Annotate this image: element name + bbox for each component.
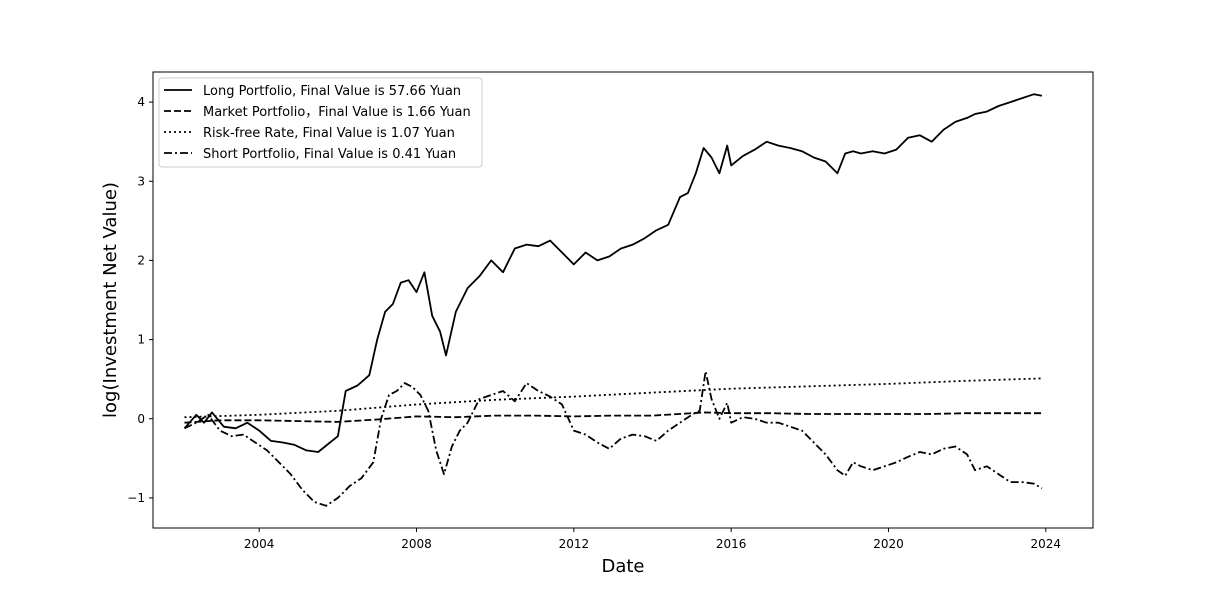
x-tick-label: 2016 (716, 537, 747, 551)
x-tick-label: 2004 (244, 537, 275, 551)
series-line-4 (184, 370, 1043, 507)
legend-label-3: Risk-free Rate, Final Value is 1.07 Yuan (203, 126, 455, 141)
legend: Long Portfolio, Final Value is 57.66 Yua… (158, 77, 483, 168)
series-line-1 (183, 93, 1043, 453)
series-line-3 (184, 377, 1042, 419)
legend-label-1: Long Portfolio, Final Value is 57.66 Yua… (203, 84, 461, 99)
series-line-2 (184, 411, 1042, 424)
legend-box (158, 77, 483, 168)
x-tick-label: 2012 (559, 537, 590, 551)
y-axis-label: log(Investment Net Value) (100, 182, 121, 418)
x-axis-ticks: 2004 2008 2012 2016 2020 2024 (244, 528, 1061, 551)
x-tick-label: 2020 (873, 537, 904, 551)
legend-label-4: Short Portfolio, Final Value is 0.41 Yua… (203, 147, 456, 162)
x-axis-label: Date (601, 556, 644, 577)
y-tick-label: −1 (127, 491, 145, 505)
y-tick-label: 1 (137, 333, 145, 347)
y-tick-label: 0 (137, 412, 145, 426)
y-tick-label: 3 (137, 174, 145, 188)
x-tick-label: 2008 (401, 537, 432, 551)
x-tick-label: 2024 (1031, 537, 1062, 551)
plot-frame (152, 71, 1094, 529)
y-axis-ticks: −1 0 1 2 3 4 (127, 95, 153, 505)
series-layer (183, 93, 1043, 507)
y-tick-label: 2 (137, 253, 145, 267)
y-tick-label: 4 (137, 95, 145, 109)
legend-label-2: Market Portfolio，Final Value is 1.66 Yua… (203, 105, 471, 120)
